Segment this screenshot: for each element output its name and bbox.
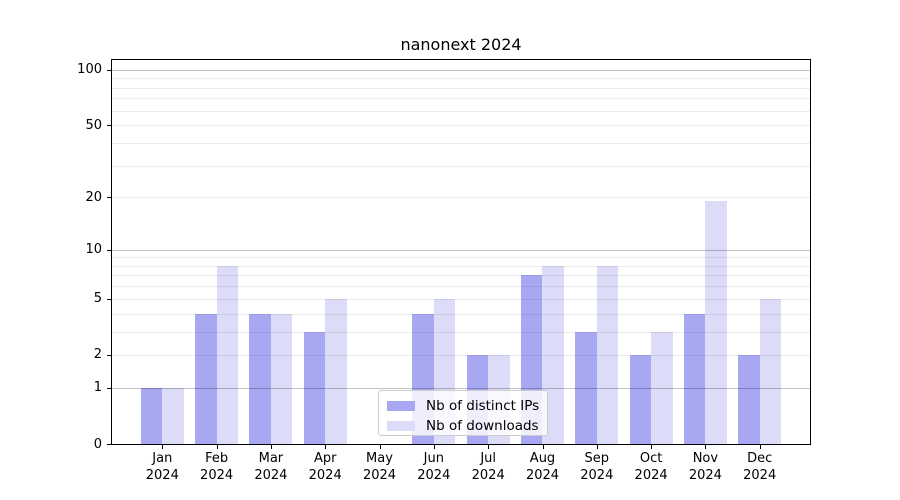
x-tick-mark-oct [651,445,653,449]
y-axis-tick-label-5: 5 [93,291,102,307]
x-tick-mark-mar [270,445,272,449]
x-tick-mark-feb [216,445,218,449]
x-tick-mark-jul [488,445,490,449]
gridline-9 [112,257,810,259]
bar-downloads-dec [759,298,782,444]
bar-ips-mar [249,313,271,444]
gridline-8 [112,265,810,267]
y-axis-tick-label-20: 20 [85,189,102,205]
bar-downloads-oct [651,331,673,444]
gridline-1 [112,387,810,389]
x-tick-mark-jun [433,445,435,449]
legend: Nb of distinct IPs Nb of downloads [378,390,548,436]
y-axis-tick-label-1: 1 [93,380,102,396]
gridline-20 [112,197,810,199]
x-axis-tick-label-nov: Nov 2024 [688,451,722,483]
bar-downloads-mar [270,313,293,444]
x-axis-tick-label-jan: Jan 2024 [145,451,179,483]
x-tick-mark-dec [759,445,761,449]
y-axis-tick-label-2: 2 [93,347,102,363]
gridline-60 [112,110,810,112]
x-tick-mark-nov [705,445,707,449]
gridline-7 [112,275,810,277]
legend-swatch-distinct-ips [387,401,415,411]
y-tick-mark-2 [107,354,111,356]
x-tick-mark-may [379,445,381,449]
bar-downloads-feb [216,265,239,444]
gridline-10 [112,249,810,251]
x-tick-mark-aug [542,445,544,449]
gridline-4 [112,313,810,315]
y-axis-tick-label-50: 50 [85,117,102,133]
x-axis-tick-label-feb: Feb 2024 [200,451,234,483]
bar-downloads-nov [705,201,727,444]
y-tick-mark-20 [107,197,111,199]
x-axis-tick-label-oct: Oct 2024 [634,451,668,483]
bar-ips-sep [575,331,597,444]
gridline-3 [112,331,810,333]
x-tick-mark-apr [325,445,327,449]
gridline-30 [112,165,810,167]
grid-layer [112,60,810,444]
x-tick-mark-sep [596,445,598,449]
bar-ips-feb [195,313,217,444]
bar-downloads-jan [162,387,184,444]
legend-item-distinct-ips: Nb of distinct IPs [387,396,539,416]
legend-swatch-downloads [387,421,415,431]
gridline-50 [112,125,810,127]
bar-ips-apr [303,331,326,444]
x-axis-tick-label-may: May 2024 [362,451,397,483]
x-axis-tick-label-jun: Jun 2024 [417,451,451,483]
x-axis-tick-label-mar: Mar 2024 [254,451,288,483]
y-tick-mark-10 [107,249,111,251]
chart-title: nanonext 2024 [400,35,522,54]
y-tick-mark-1 [107,387,111,389]
y-tick-mark-50 [107,125,111,127]
gridline-100 [112,69,810,71]
x-axis-tick-label-dec: Dec 2024 [743,451,777,483]
y-axis-tick-label-10: 10 [85,242,102,258]
x-axis-tick-label-sep: Sep 2024 [580,451,614,483]
x-tick-mark-jan [162,445,164,449]
x-axis-tick-label-aug: Aug 2024 [525,451,560,483]
gridline-40 [112,142,810,144]
bar-ips-jan [140,387,163,444]
y-tick-mark-0 [107,444,111,445]
gridline-90 [112,78,810,80]
plot-area [111,59,811,445]
legend-label-distinct-ips: Nb of distinct IPs [426,398,540,414]
bar-ips-oct [629,354,652,444]
x-axis-tick-label-jul: Jul 2024 [471,451,505,483]
legend-label-downloads: Nb of downloads [426,418,539,434]
gridline-80 [112,87,810,89]
x-axis-tick-label-apr: Apr 2024 [308,451,342,483]
gridline-2 [112,354,810,356]
bar-ips-nov [683,313,706,444]
gridline-5 [112,298,810,300]
bar-ips-dec [738,354,760,444]
legend-item-downloads: Nb of downloads [387,416,539,436]
gridline-70 [112,98,810,100]
y-tick-mark-100 [107,69,111,71]
bar-downloads-apr [325,298,347,444]
y-tick-mark-5 [107,298,111,300]
gridline-6 [112,286,810,288]
y-axis-tick-label-100: 100 [77,62,102,78]
bar-downloads-sep [596,265,619,444]
y-axis-tick-label-0: 0 [93,436,102,452]
